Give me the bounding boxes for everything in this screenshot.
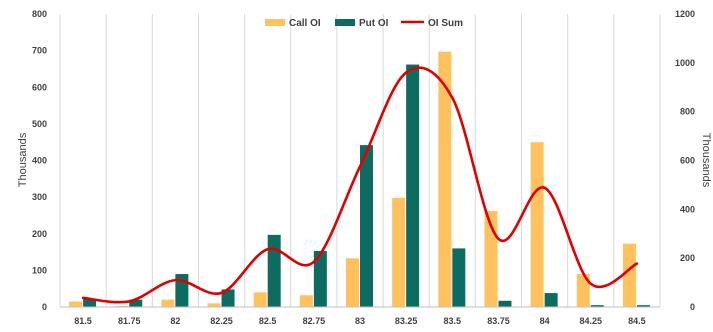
put-oi-bar xyxy=(129,299,143,307)
put-oi-bar xyxy=(544,293,558,307)
x-tick-label: 81.5 xyxy=(74,316,92,326)
call-oi-bar xyxy=(530,142,544,307)
legend-label: OI Sum xyxy=(428,18,463,29)
put-oi-bar xyxy=(83,298,97,307)
x-tick-label: 82.5 xyxy=(259,316,277,326)
grid-lines xyxy=(59,14,661,307)
y-right-tick-label: 800 xyxy=(680,107,695,117)
line-series xyxy=(81,66,639,304)
legend-swatch xyxy=(265,19,285,26)
y-left-tick-label: 100 xyxy=(32,265,47,275)
y-left-tick-label: 300 xyxy=(32,192,47,202)
y-right-tick-label: 1200 xyxy=(675,9,695,19)
x-tick-label: 83.25 xyxy=(395,316,418,326)
legend-label: Call OI xyxy=(289,18,321,29)
legend: Call OI Put OI OI Sum xyxy=(265,18,463,29)
call-oi-bar xyxy=(161,299,175,307)
legend-swatch xyxy=(335,19,355,26)
call-oi-bar xyxy=(622,243,636,307)
call-oi-bar xyxy=(576,274,590,307)
y-right-tick-label: 1000 xyxy=(675,58,695,68)
y-right-tick-label: 0 xyxy=(690,302,695,312)
put-oi-bar xyxy=(267,234,281,307)
x-tick-label: 82 xyxy=(170,316,180,326)
y-right-axis-title: Thousands xyxy=(700,133,712,188)
call-oi-bar xyxy=(392,197,406,307)
axes: 0 100 200 300 400 500 600 700 800 0 200 400 600 800 10… xyxy=(17,9,712,326)
call-oi-bar xyxy=(253,292,267,307)
bar-series xyxy=(69,51,650,307)
call-oi-bar xyxy=(346,258,359,307)
call-oi-bar xyxy=(69,301,83,307)
x-tick-label: 83 xyxy=(355,316,365,326)
y-right-tick-label: 600 xyxy=(680,156,695,166)
put-oi-bar xyxy=(498,300,512,307)
x-tick-label: 84.25 xyxy=(580,316,603,326)
y-right-tick-label: 400 xyxy=(680,204,695,214)
x-tick-label: 84.5 xyxy=(628,316,646,326)
call-oi-bar xyxy=(299,295,313,307)
y-left-axis-title: Thousands xyxy=(17,132,29,187)
y-left-tick-label: 600 xyxy=(32,82,47,92)
y-left-tick-label: 400 xyxy=(32,156,47,166)
y-left-tick-label: 800 xyxy=(32,9,47,19)
y-left-tick-label: 500 xyxy=(32,119,47,129)
call-oi-bar xyxy=(115,305,129,307)
put-oi-bar xyxy=(406,64,420,307)
put-oi-bar xyxy=(452,248,466,307)
put-oi-bar xyxy=(360,145,373,307)
put-oi-bar xyxy=(636,305,650,307)
call-oi-bar xyxy=(438,51,452,307)
x-tick-label: 81.75 xyxy=(118,316,141,326)
y-left-tick-label: 200 xyxy=(32,229,47,239)
x-tick-label: 82.25 xyxy=(210,316,233,326)
x-tick-label: 83.5 xyxy=(444,316,462,326)
put-oi-bar xyxy=(313,250,327,307)
legend-label: Put OI xyxy=(359,18,389,29)
put-oi-bar xyxy=(590,305,604,307)
x-tick-label: 82.75 xyxy=(303,316,326,326)
put-oi-bar xyxy=(221,289,235,307)
y-left-tick-label: 0 xyxy=(42,302,47,312)
x-tick-label: 84 xyxy=(540,316,550,326)
y-right-tick-label: 200 xyxy=(680,253,695,263)
y-left-tick-label: 700 xyxy=(32,46,47,56)
x-tick-label: 83.75 xyxy=(487,316,510,326)
oi-sum-line xyxy=(81,66,639,304)
call-oi-bar xyxy=(207,303,221,307)
